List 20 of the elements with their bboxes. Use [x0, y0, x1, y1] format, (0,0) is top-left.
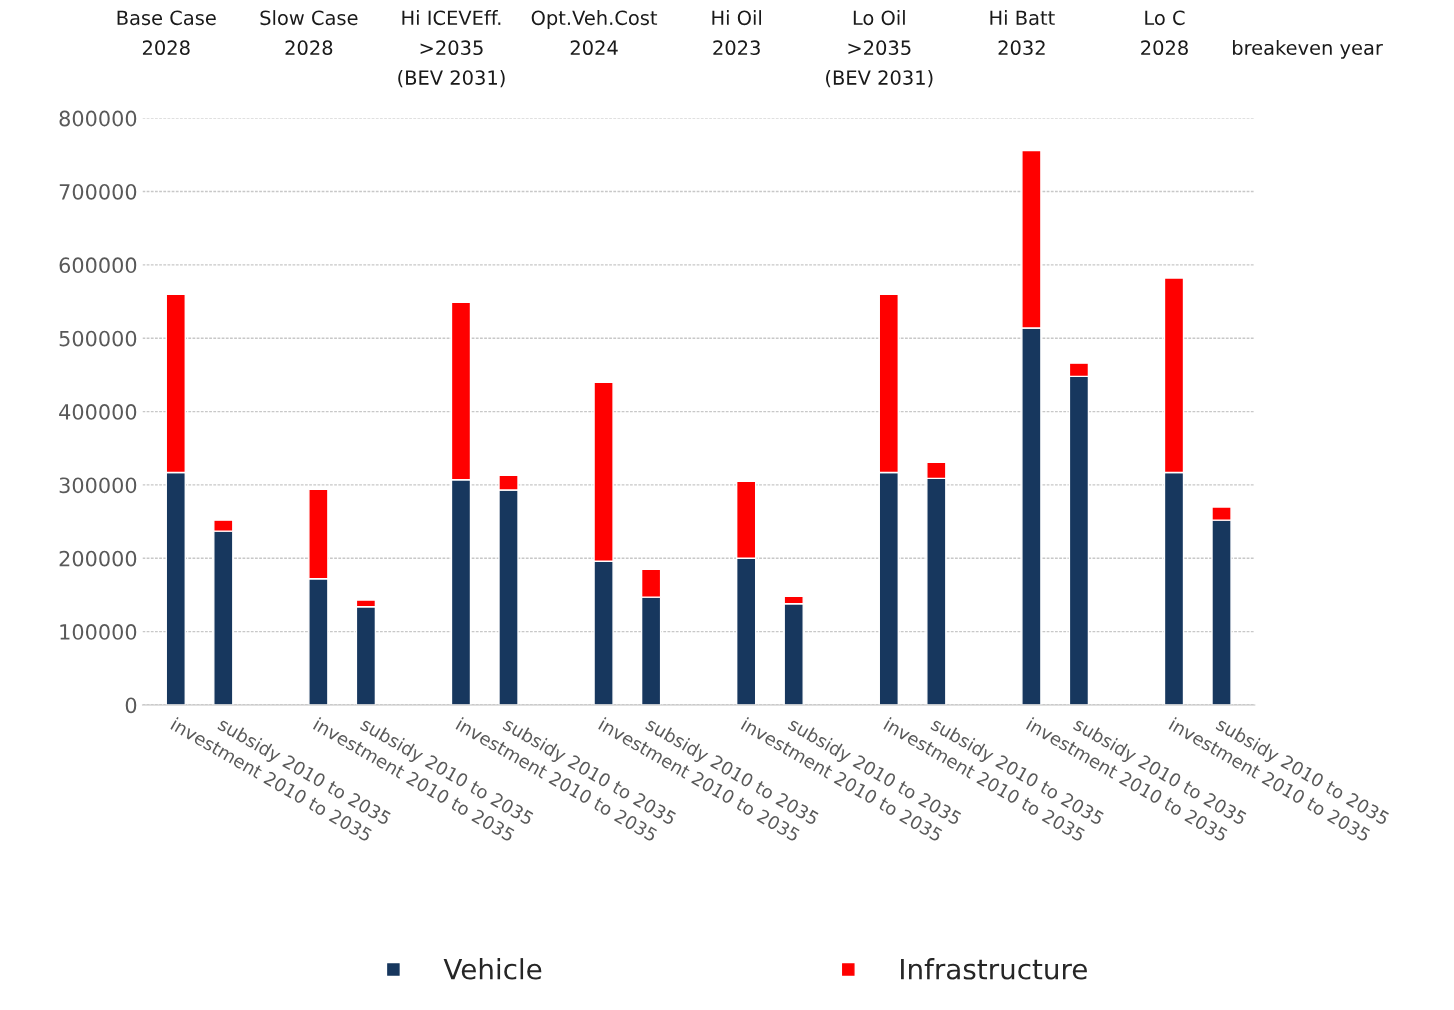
- y-tick-label: 200000: [59, 550, 137, 567]
- text: Base Case 2028: [117, 10, 216, 56]
- y-tick-label: 600000: [59, 257, 137, 274]
- text: Lo C 2028: [1141, 10, 1188, 56]
- text: Opt.Veh.Cost 2024: [531, 10, 658, 56]
- y-tick-label: 700000: [59, 183, 137, 200]
- text: breakeven year: [1233, 40, 1383, 59]
- text: Hi Batt 2032: [990, 10, 1055, 56]
- legend-label: Vehicle: [443, 958, 542, 980]
- text: Lo Oil >2035 (BEV 2031): [826, 10, 933, 88]
- y-tick-label: 100000: [60, 624, 137, 640]
- text: Hi ICEVEff. >2035 (BEV 2031): [398, 10, 505, 88]
- y-tick-label: 0: [125, 697, 137, 714]
- y-tick-label: 400000: [59, 404, 137, 420]
- legend-label: Infrastructure: [901, 958, 1087, 980]
- y-tick-label: 500000: [59, 330, 137, 347]
- y-tick-label: 300000: [59, 477, 137, 494]
- y-tick-label: 800000: [59, 110, 137, 127]
- text: Slow Case 2028: [260, 10, 358, 56]
- text: Hi Oil 2023: [712, 10, 762, 56]
